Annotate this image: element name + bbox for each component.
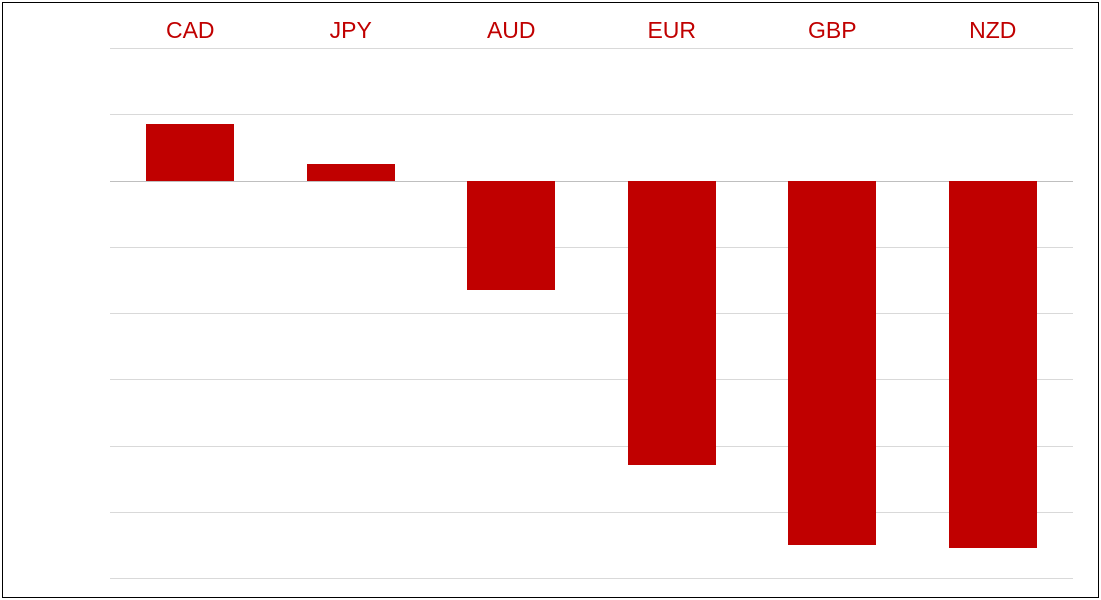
x-category-label: AUD xyxy=(487,17,536,44)
plot-area xyxy=(110,48,1073,578)
gridline xyxy=(110,181,1073,182)
bar xyxy=(146,124,234,180)
gridline xyxy=(110,379,1073,380)
bar xyxy=(949,181,1037,549)
x-category-label: CAD xyxy=(166,17,215,44)
gridline xyxy=(110,512,1073,513)
x-category-label: JPY xyxy=(330,17,372,44)
bar xyxy=(467,181,555,290)
bar xyxy=(307,164,395,181)
bar xyxy=(628,181,716,466)
x-category-label: EUR xyxy=(647,17,696,44)
gridline xyxy=(110,446,1073,447)
gridline xyxy=(110,313,1073,314)
gridline xyxy=(110,247,1073,248)
bar xyxy=(788,181,876,545)
x-category-label: NZD xyxy=(969,17,1016,44)
gridline xyxy=(110,114,1073,115)
gridline xyxy=(110,48,1073,49)
x-category-label: GBP xyxy=(808,17,857,44)
gridline xyxy=(110,578,1073,579)
chart-frame: 0.40%0.20%0.00%-0.20%-0.40%-0.60%-0.80%-… xyxy=(2,2,1099,598)
